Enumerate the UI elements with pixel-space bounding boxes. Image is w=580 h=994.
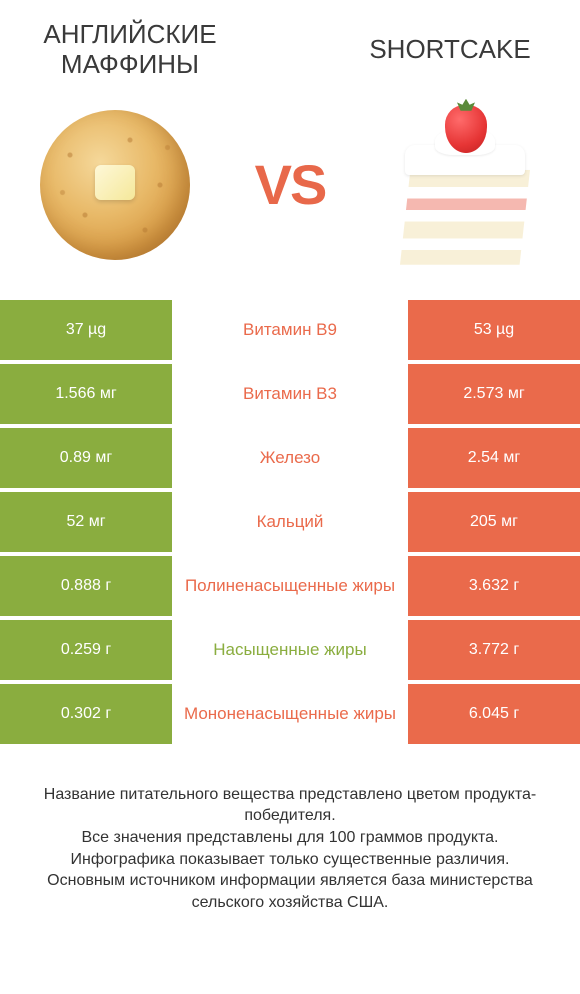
right-value: 6.045 г: [408, 684, 580, 744]
right-value: 3.772 г: [408, 620, 580, 680]
table-row: 37 µgВитамин B953 µg: [0, 300, 580, 360]
left-value: 1.566 мг: [0, 364, 172, 424]
left-food-title: АНГЛИЙСКИЕ МАФФИНЫ: [30, 20, 230, 80]
nutrient-label: Кальций: [172, 492, 408, 552]
table-row: 0.89 мгЖелезо2.54 мг: [0, 428, 580, 488]
left-value: 37 µg: [0, 300, 172, 360]
table-row: 0.259 гНасыщенные жиры3.772 г: [0, 620, 580, 680]
right-value: 53 µg: [408, 300, 580, 360]
shortcake-illustration: [380, 100, 550, 270]
nutrient-label: Витамин B3: [172, 364, 408, 424]
nutrient-label: Мононенасыщенные жиры: [172, 684, 408, 744]
images-row: VS: [0, 90, 580, 300]
footer-line: Все значения представлены для 100 граммо…: [30, 827, 550, 849]
footer-line: Инфографика показывает только существенн…: [30, 849, 550, 871]
nutrient-label: Железо: [172, 428, 408, 488]
header: АНГЛИЙСКИЕ МАФФИНЫ SHORTCAKE: [0, 0, 580, 90]
left-value: 0.888 г: [0, 556, 172, 616]
table-row: 0.302 гМононенасыщенные жиры6.045 г: [0, 684, 580, 744]
comparison-table: 37 µgВитамин B953 µg1.566 мгВитамин B32.…: [0, 300, 580, 744]
left-value: 0.259 г: [0, 620, 172, 680]
muffin-illustration: [30, 100, 200, 270]
table-row: 1.566 мгВитамин B32.573 мг: [0, 364, 580, 424]
right-value: 3.632 г: [408, 556, 580, 616]
right-value: 205 мг: [408, 492, 580, 552]
nutrient-label: Витамин B9: [172, 300, 408, 360]
left-value: 52 мг: [0, 492, 172, 552]
right-value: 2.573 мг: [408, 364, 580, 424]
right-value: 2.54 мг: [408, 428, 580, 488]
left-value: 0.302 г: [0, 684, 172, 744]
nutrient-label: Насыщенные жиры: [172, 620, 408, 680]
nutrient-label: Полиненасыщенные жиры: [172, 556, 408, 616]
right-food-title: SHORTCAKE: [350, 34, 550, 65]
footer-line: Название питательного вещества представл…: [30, 784, 550, 827]
footer-notes: Название питательного вещества представл…: [0, 784, 580, 914]
vs-label: VS: [255, 152, 326, 217]
footer-line: Основным источником информации является …: [30, 870, 550, 913]
left-value: 0.89 мг: [0, 428, 172, 488]
table-row: 0.888 гПолиненасыщенные жиры3.632 г: [0, 556, 580, 616]
table-row: 52 мгКальций205 мг: [0, 492, 580, 552]
